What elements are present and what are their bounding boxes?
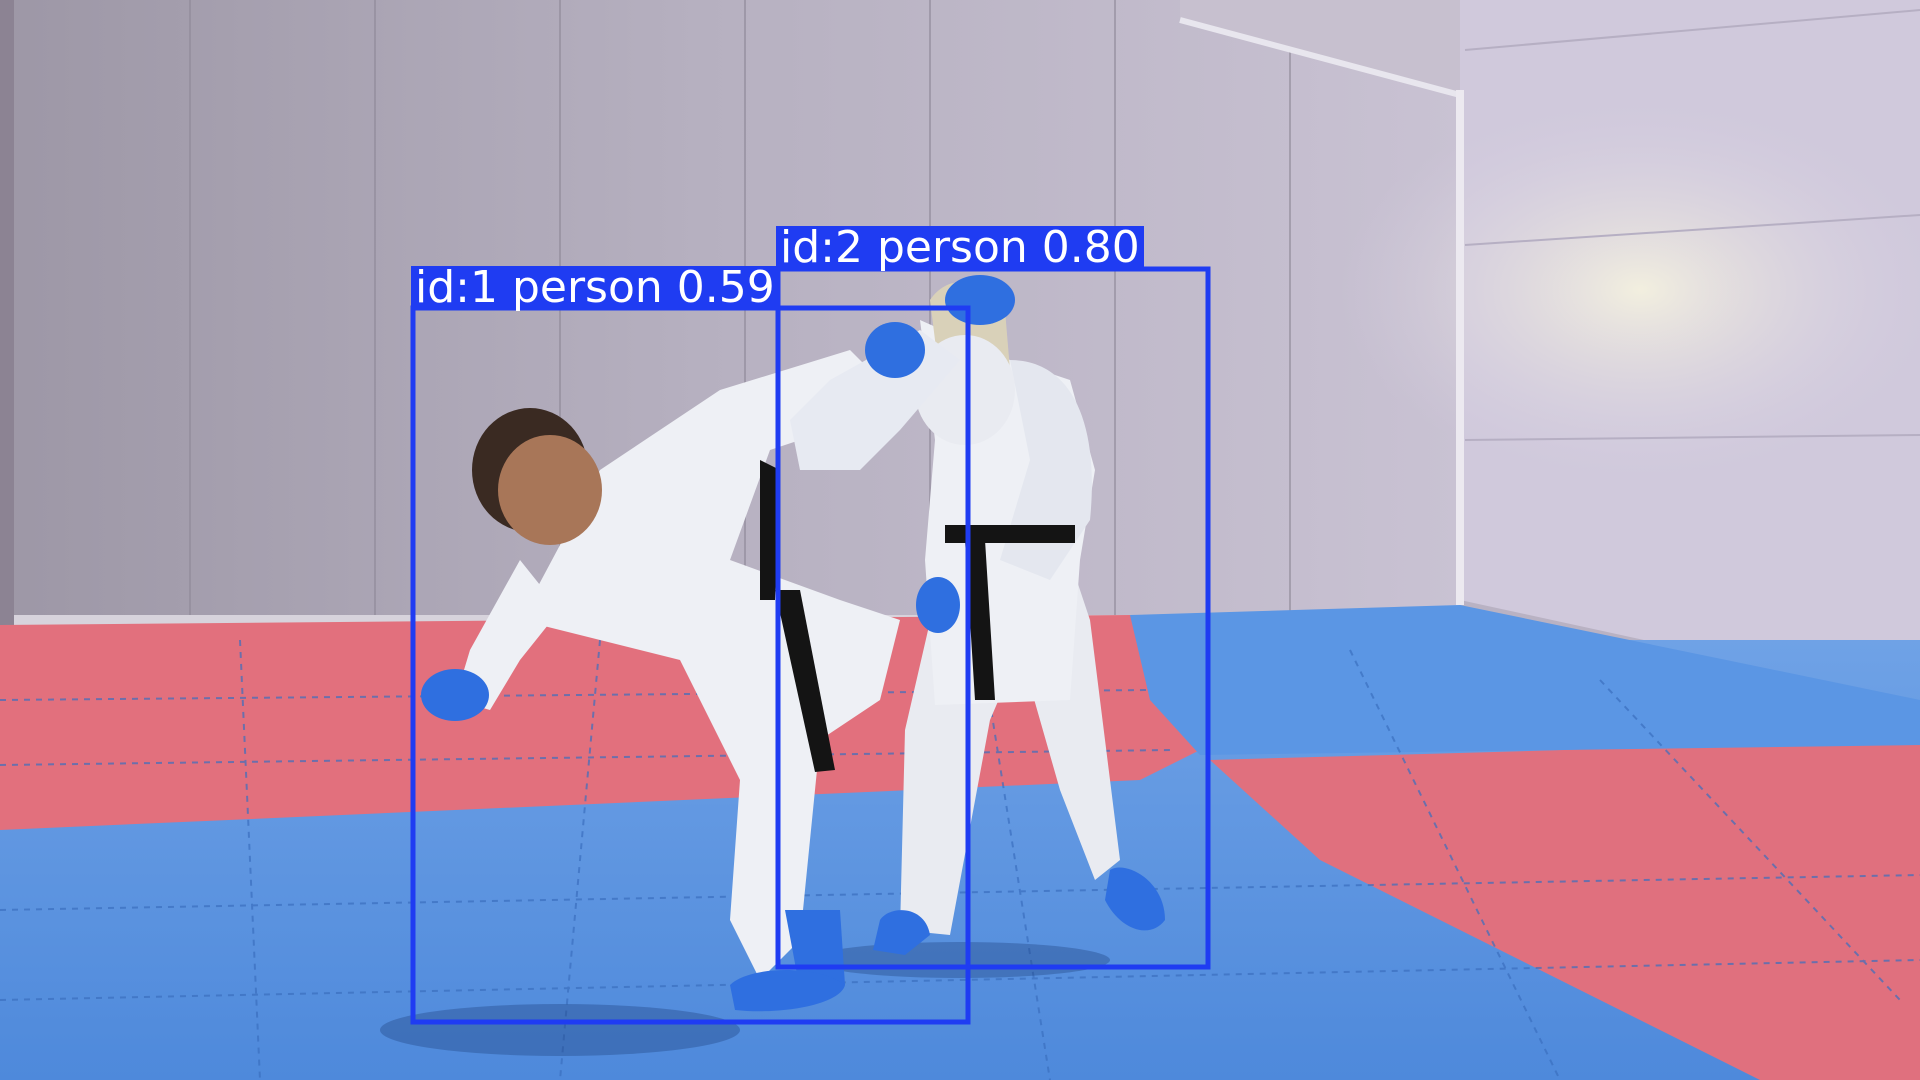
- side-wall: [1340, 0, 1920, 700]
- fighter-1: [421, 322, 960, 1012]
- detection-label-2-text: id:2 person 0.80: [780, 222, 1140, 273]
- detection-label-1-text: id:1 person 0.59: [415, 262, 775, 313]
- detection-label-2: id:2 person 0.80: [776, 226, 1144, 270]
- detection-label-1: id:1 person 0.59: [411, 266, 779, 310]
